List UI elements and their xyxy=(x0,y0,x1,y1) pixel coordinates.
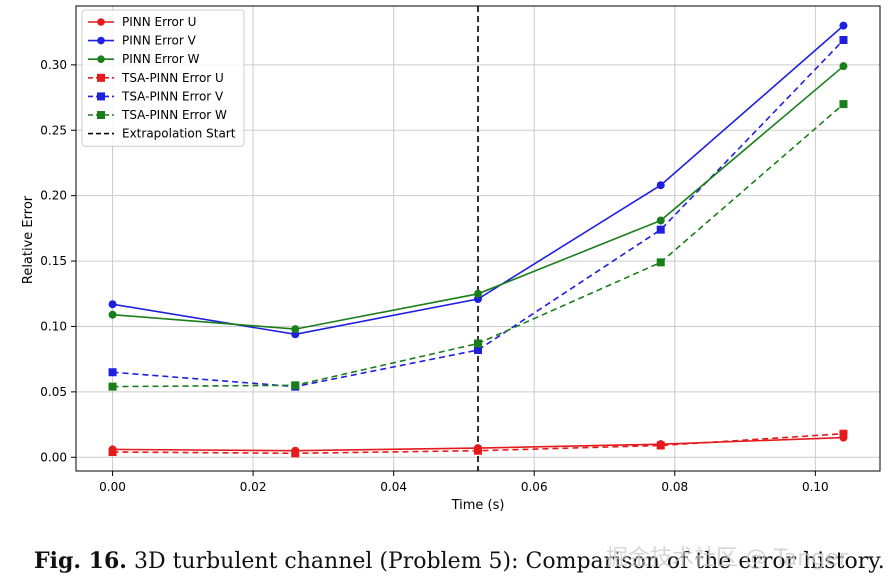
data-point xyxy=(656,258,665,267)
legend-box xyxy=(81,9,245,147)
data-point xyxy=(108,310,117,319)
legend-entry: PINN Error W xyxy=(88,52,200,66)
series-pinn-error-w xyxy=(108,62,848,334)
legend-label: PINN Error V xyxy=(122,34,197,48)
data-point xyxy=(108,300,117,309)
series-pinn-error-u xyxy=(108,433,848,455)
y-tick-label: 0.10 xyxy=(40,319,67,333)
legend-label: TSA-PINN Error U xyxy=(121,71,224,85)
legend-label: Extrapolation Start xyxy=(122,127,236,141)
series-layer xyxy=(108,21,848,458)
legend-entry: PINN Error U xyxy=(88,15,196,29)
x-tick-label: 0.08 xyxy=(661,480,688,494)
caption-text: 3D turbulent channel (Problem 5): Compar… xyxy=(126,549,885,574)
legend-entry: Extrapolation Start xyxy=(88,127,236,141)
legend-marker xyxy=(97,36,105,45)
data-point xyxy=(839,62,848,71)
data-point xyxy=(108,368,117,377)
data-point xyxy=(656,440,665,449)
x-axis-ticks: 0.00 0.02 0.04 0.06 0.08 0.10 xyxy=(99,471,829,494)
series-tsa-pinn-error-w xyxy=(108,100,848,391)
y-axis-label: Relative Error xyxy=(21,195,36,284)
x-tick-label: 0.00 xyxy=(99,480,126,494)
error-history-chart: 0.00 0.02 0.04 0.06 0.08 0.10 0.00 0.05 0.10 0.1… xyxy=(21,5,881,513)
data-point xyxy=(108,445,117,454)
legend-label: PINN Error U xyxy=(122,15,196,29)
caption-label: Fig. 16. xyxy=(34,548,127,574)
data-point xyxy=(474,339,482,348)
y-axis-ticks: 0.00 0.05 0.10 0.15 0.20 0.25 0.30 xyxy=(40,58,76,464)
data-point xyxy=(291,381,300,390)
x-tick-label: 0.02 xyxy=(240,480,267,494)
y-tick-label: 0.25 xyxy=(40,123,67,137)
legend-label: PINN Error W xyxy=(122,52,200,66)
legend-marker xyxy=(97,92,105,101)
y-tick-label: 0.20 xyxy=(40,189,67,203)
series-line xyxy=(112,39,845,388)
data-point xyxy=(656,225,665,234)
data-point xyxy=(474,346,482,355)
data-point xyxy=(108,382,117,391)
legend-entry: TSA-PINN Error V xyxy=(88,89,224,103)
watermark: 掘金技术社区 @ Tanger xyxy=(606,546,848,571)
data-point xyxy=(291,325,300,334)
y-tick-label: 0.05 xyxy=(40,385,67,399)
data-point xyxy=(839,100,848,109)
y-tick-label: 0.00 xyxy=(40,450,67,464)
legend: PINN Error U PINN Error V PINN Error W TSA-… xyxy=(81,9,245,147)
legend-marker xyxy=(97,73,105,82)
data-point xyxy=(839,21,848,30)
data-point xyxy=(839,433,848,442)
x-tick-label: 0.06 xyxy=(521,480,548,494)
data-point xyxy=(656,181,665,190)
legend-marker xyxy=(97,18,105,26)
y-tick-label: 0.30 xyxy=(40,58,67,72)
figure-caption: Fig. 16. 3D turbulent channel (Problem 5… xyxy=(34,548,885,574)
x-tick-label: 0.10 xyxy=(802,480,829,494)
legend-marker xyxy=(97,55,105,63)
data-point xyxy=(474,289,482,298)
legend-marker xyxy=(97,111,105,119)
legend-entry: TSA-PINN Error U xyxy=(88,71,224,85)
data-point xyxy=(474,444,482,453)
data-point xyxy=(291,446,300,455)
legend-label: TSA-PINN Error W xyxy=(121,108,227,122)
legend-entry: TSA-PINN Error W xyxy=(88,108,227,122)
series-tsa-pinn-error-u xyxy=(108,429,848,458)
x-tick-label: 0.04 xyxy=(380,480,407,494)
y-tick-label: 0.15 xyxy=(40,254,67,268)
data-point xyxy=(656,216,665,225)
legend-entry: PINN Error V xyxy=(88,34,197,48)
x-axis-label: Time (s) xyxy=(451,498,505,513)
legend-label: TSA-PINN Error V xyxy=(121,89,224,103)
data-point xyxy=(839,36,848,45)
